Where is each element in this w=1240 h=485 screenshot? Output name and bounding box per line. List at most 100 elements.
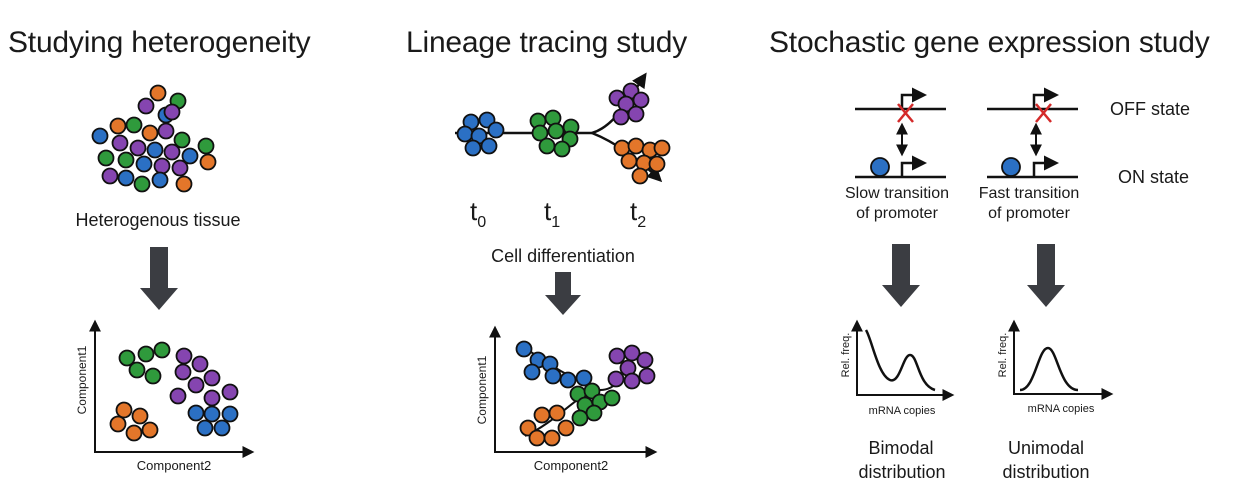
panel2-plot-xlabel: Component2 (533, 458, 609, 473)
plot2-blue (515, 340, 533, 358)
tissue-cell (91, 127, 109, 145)
plot1-purple (191, 355, 209, 373)
cell-t2-orange (631, 167, 649, 185)
bimodal-xlabel: mRNA copies (868, 405, 936, 417)
plot1-blue (203, 405, 221, 423)
plot2-orange (543, 429, 561, 447)
cell-t0 (487, 121, 505, 139)
cell-t2-purple (612, 108, 630, 126)
unimodal-result-line2: distribution (1002, 462, 1090, 482)
repression-cross-icons (897, 103, 1052, 123)
plot1-orange (125, 424, 143, 442)
title-heterogeneity: Studying heterogeneity (8, 26, 311, 59)
promoter-diagrams (855, 87, 1078, 179)
tissue-cell (141, 124, 159, 142)
fast-transition-line2: of promoter (988, 205, 1070, 222)
tissue-cell (197, 137, 215, 155)
cell-t1 (538, 137, 556, 155)
tissue-cell (137, 97, 155, 115)
bimodal-result-line1: Bimodal (868, 438, 934, 458)
plot2-blue (575, 369, 593, 387)
tissue-cell (97, 149, 115, 167)
plot2-purple (623, 372, 641, 390)
plot2-purple (623, 344, 641, 362)
cell-groups (91, 82, 671, 447)
plot1-purple (187, 376, 205, 394)
down-arrow-icons (140, 244, 1065, 315)
fast-transition-line1: Fast transition (978, 185, 1080, 202)
unimodal-xlabel: mRNA copies (1027, 403, 1095, 415)
plot1-orange (115, 401, 133, 419)
slow-transition-line1: Slow transition (844, 185, 950, 202)
plot2-blue (523, 363, 541, 381)
bimodal-curve (864, 329, 936, 392)
polymerase-slow (870, 157, 890, 177)
cell-t1 (547, 122, 565, 140)
cell-t2-purple (632, 91, 650, 109)
tissue-cell (149, 84, 167, 102)
plot1-orange (109, 415, 127, 433)
plot1-green (137, 345, 155, 363)
tissue-cell (135, 155, 153, 173)
cell-t0 (464, 139, 482, 157)
slow-transition-line2: of promoter (856, 205, 938, 222)
plot2-purple (636, 351, 654, 369)
plot2-green (585, 404, 603, 422)
tissue-cell (175, 175, 193, 193)
tissue-cell (109, 117, 127, 135)
tissue-cell (133, 175, 151, 193)
plot1-green (128, 361, 146, 379)
bimodal-result-line2: distribution (858, 462, 946, 482)
title-stochastic: Stochastic gene expression study (769, 26, 1210, 59)
plot1-blue (196, 419, 214, 437)
plot2-orange (557, 419, 575, 437)
tissue-cell (181, 147, 199, 165)
plot2-blue (544, 367, 562, 385)
plot1-green (118, 349, 136, 367)
time-label-t2: t2 (630, 196, 647, 232)
caption-cell-differentiation: Cell differentiation (491, 246, 635, 266)
plot2-purple (638, 367, 656, 385)
on-state-label: ON state (1118, 167, 1190, 187)
tissue-cell (199, 153, 217, 171)
unimodal-result-line1: Unimodal (1007, 438, 1085, 458)
cell-t1 (553, 140, 571, 158)
plot2-blue (559, 371, 577, 389)
tissue-cell (125, 116, 143, 134)
cell-t2-orange (620, 152, 638, 170)
cell-t2-orange (627, 137, 645, 155)
plot1-green (144, 367, 162, 385)
plot1-purple (203, 369, 221, 387)
unimodal-curve (1019, 346, 1079, 392)
cell-t2-purple (627, 105, 645, 123)
plot1-purple (175, 347, 193, 365)
plot1-orange (141, 421, 159, 439)
tissue-cell (146, 141, 164, 159)
plot2-purple (607, 370, 625, 388)
plot1-blue (213, 419, 231, 437)
plot1-purple (174, 363, 192, 381)
tissue-cell (153, 157, 171, 175)
cell-t0 (456, 125, 474, 143)
cell-t0 (480, 137, 498, 155)
plot2-green (583, 382, 601, 400)
plot2-green (603, 389, 621, 407)
plot2-green (571, 409, 589, 427)
tissue-cell (163, 143, 181, 161)
tissue-cell (157, 122, 175, 140)
time-label-t1: t1 (544, 196, 561, 232)
tissue-cell (171, 159, 189, 177)
tissue-cell (117, 169, 135, 187)
tissue-cell (101, 167, 119, 185)
plot1-purple (221, 383, 239, 401)
tissue-cell (129, 139, 147, 157)
title-lineage: Lineage tracing study (406, 26, 687, 59)
tissue-cell (117, 151, 135, 169)
plot1-purple (203, 389, 221, 407)
plot-axes (89, 319, 1114, 458)
plot1-green (153, 341, 171, 359)
down-arrow-1 (140, 247, 178, 310)
tissue-cell (173, 131, 191, 149)
cell-t1 (531, 124, 549, 142)
